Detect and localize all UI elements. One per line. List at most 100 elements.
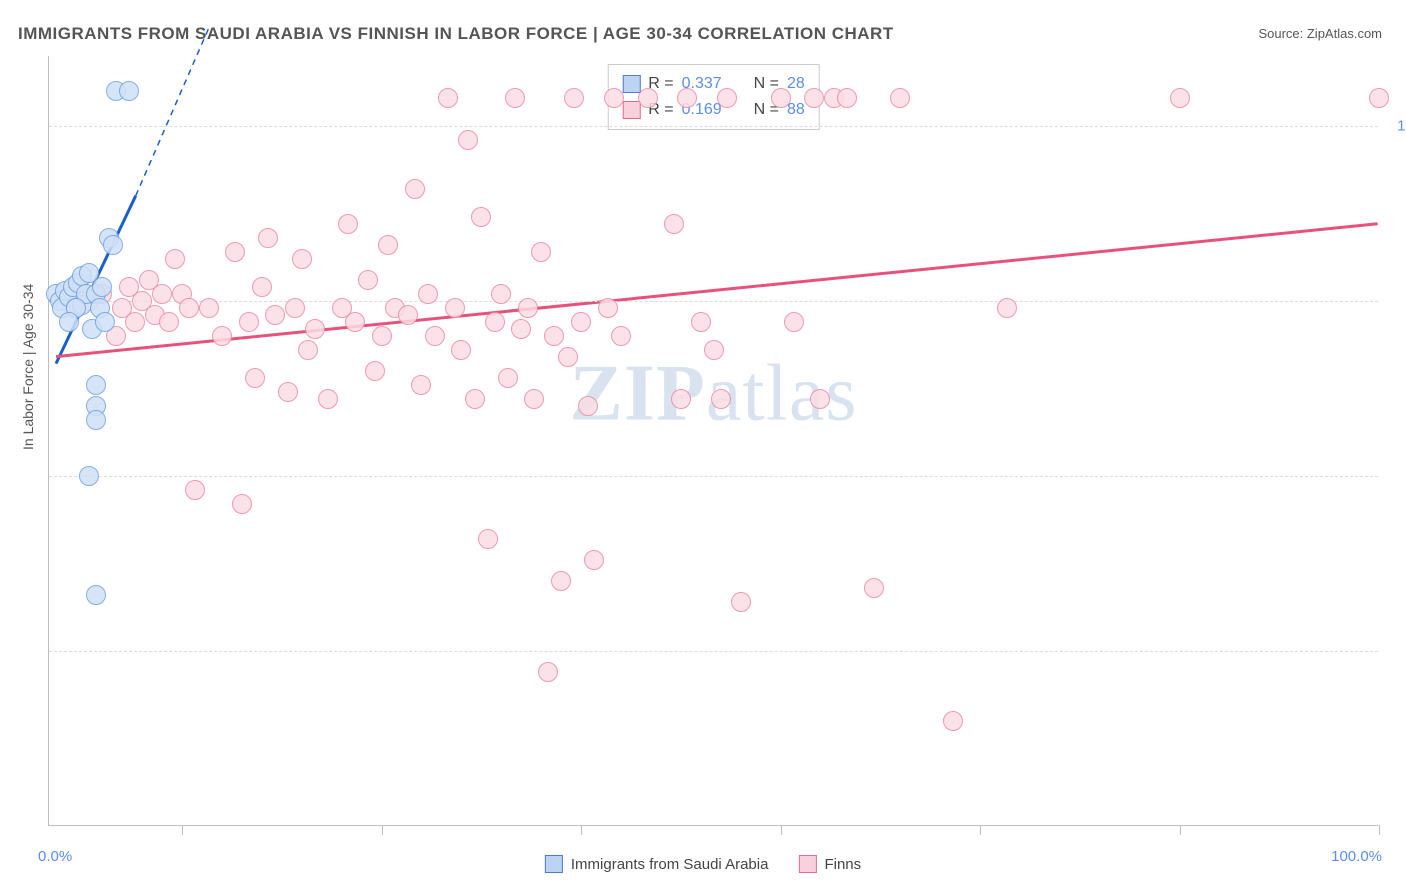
data-point <box>79 466 99 486</box>
data-point <box>265 305 285 325</box>
data-point <box>498 368 518 388</box>
data-point <box>505 88 525 108</box>
data-point <box>318 389 338 409</box>
data-point <box>890 88 910 108</box>
data-point <box>278 382 298 402</box>
data-point <box>358 270 378 290</box>
x-tick <box>1180 825 1181 835</box>
data-point <box>86 375 106 395</box>
legend-swatch <box>798 855 816 873</box>
data-point <box>771 88 791 108</box>
data-point <box>125 312 145 332</box>
data-point <box>518 298 538 318</box>
data-point <box>411 375 431 395</box>
data-point <box>511 319 531 339</box>
legend-label: Finns <box>824 856 861 873</box>
legend-swatch <box>545 855 563 873</box>
data-point <box>405 179 425 199</box>
data-point <box>731 592 751 612</box>
data-point <box>199 298 219 318</box>
data-point <box>438 88 458 108</box>
data-point <box>252 277 272 297</box>
data-point <box>445 298 465 318</box>
data-point <box>551 571 571 591</box>
data-point <box>1369 88 1389 108</box>
data-point <box>245 368 265 388</box>
x-tick <box>1379 825 1380 835</box>
x-tick <box>581 825 582 835</box>
y-tick-label: 75.0% <box>1388 468 1406 485</box>
series-legend: Immigrants from Saudi Arabia Finns <box>545 844 861 884</box>
y-tick-label: 87.5% <box>1388 293 1406 310</box>
gridline-horizontal <box>49 301 1378 302</box>
data-point <box>378 235 398 255</box>
data-point <box>345 312 365 332</box>
data-point <box>804 88 824 108</box>
data-point <box>471 207 491 227</box>
data-point <box>305 319 325 339</box>
data-point <box>571 312 591 332</box>
data-point <box>86 410 106 430</box>
data-point <box>159 312 179 332</box>
data-point <box>598 298 618 318</box>
legend-swatch <box>622 75 640 93</box>
data-point <box>239 312 259 332</box>
data-point <box>544 326 564 346</box>
data-point <box>185 480 205 500</box>
y-axis-label: In Labor Force | Age 30-34 <box>20 284 36 450</box>
data-point <box>997 298 1017 318</box>
legend-item: Finns <box>798 855 861 873</box>
data-point <box>704 340 724 360</box>
data-point <box>212 326 232 346</box>
data-point <box>465 389 485 409</box>
x-tick <box>182 825 183 835</box>
data-point <box>1170 88 1190 108</box>
data-point <box>671 389 691 409</box>
data-point <box>285 298 305 318</box>
legend-item: Immigrants from Saudi Arabia <box>545 855 769 873</box>
data-point <box>664 214 684 234</box>
data-point <box>59 312 79 332</box>
data-point <box>92 277 112 297</box>
data-point <box>365 361 385 381</box>
x-axis-min-label: 0.0% <box>38 848 72 865</box>
x-tick <box>781 825 782 835</box>
data-point <box>677 88 697 108</box>
data-point <box>372 326 392 346</box>
y-tick-label: 62.5% <box>1388 643 1406 660</box>
gridline-horizontal <box>49 476 1378 477</box>
data-point <box>398 305 418 325</box>
data-point <box>538 662 558 682</box>
x-tick <box>382 825 383 835</box>
data-point <box>711 389 731 409</box>
data-point <box>810 389 830 409</box>
data-point <box>531 242 551 262</box>
x-axis-max-label: 100.0% <box>1331 848 1382 865</box>
scatter-chart: ZIPatlas R =0.337N =28R =0.169N =88 62.5… <box>48 56 1378 826</box>
data-point <box>119 81 139 101</box>
data-point <box>564 88 584 108</box>
data-point <box>604 88 624 108</box>
data-point <box>225 242 245 262</box>
data-point <box>638 88 658 108</box>
data-point <box>485 312 505 332</box>
source-label: Source: ZipAtlas.com <box>1258 26 1382 41</box>
data-point <box>298 340 318 360</box>
data-point <box>258 228 278 248</box>
data-point <box>784 312 804 332</box>
data-point <box>578 396 598 416</box>
data-point <box>864 578 884 598</box>
legend-label: Immigrants from Saudi Arabia <box>571 856 769 873</box>
gridline-horizontal <box>49 126 1378 127</box>
data-point <box>837 88 857 108</box>
data-point <box>491 284 511 304</box>
data-point <box>418 284 438 304</box>
legend-swatch <box>622 101 640 119</box>
data-point <box>478 529 498 549</box>
data-point <box>179 298 199 318</box>
data-point <box>232 494 252 514</box>
data-point <box>103 235 123 255</box>
data-point <box>165 249 185 269</box>
y-tick-label: 100.0% <box>1388 118 1406 135</box>
trend-lines-svg <box>49 56 1378 825</box>
